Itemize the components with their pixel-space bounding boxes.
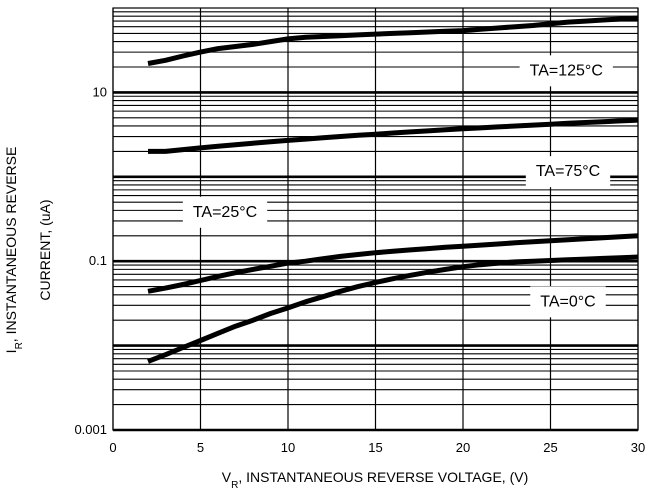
series-labels: TA=125°C TA=75°C TA=25°C TA=0°C <box>182 55 613 318</box>
series-curve-1 <box>148 117 639 154</box>
y-axis-label-line1: IR, INSTANTANEOUS REVERSE <box>3 147 25 354</box>
series-label-box <box>182 196 268 228</box>
series-curves <box>147 15 639 364</box>
y-tick-label: 10 <box>93 84 107 99</box>
series-label: TA=0°C <box>540 293 595 310</box>
x-tick-label: 5 <box>197 440 204 455</box>
series-curve-2 <box>147 233 639 294</box>
x-tick-label: 0 <box>109 440 116 455</box>
x-tick-labels: 0 5 10 15 20 25 30 <box>109 440 645 455</box>
plot-frame <box>112 7 639 431</box>
x-tick-label: 15 <box>368 440 382 455</box>
x-tick-label: 10 <box>281 440 295 455</box>
x-tick-label: 20 <box>456 440 470 455</box>
y-tick-label: 0.001 <box>74 422 107 437</box>
series-label: TA=75°C <box>536 163 600 180</box>
series-label-box <box>530 286 606 318</box>
series-curve-3 <box>147 254 639 364</box>
y-axis-label-line2: CURRENT, (uA) <box>37 199 53 300</box>
y-tick-labels: 10 0.1 0.001 <box>74 84 107 437</box>
x-tick-label: 30 <box>631 440 645 455</box>
series-label-box <box>525 156 611 188</box>
series-label: TA=25°C <box>193 204 257 221</box>
series-label-box <box>519 55 613 87</box>
x-tick-label: 25 <box>543 440 557 455</box>
x-axis-label: VR, INSTANTANEOUS REVERSE VOLTAGE, (V) <box>222 469 528 491</box>
y-tick-label: 0.1 <box>89 253 107 268</box>
series-label: TA=125°C <box>530 62 603 79</box>
series-curve-0 <box>147 15 639 66</box>
